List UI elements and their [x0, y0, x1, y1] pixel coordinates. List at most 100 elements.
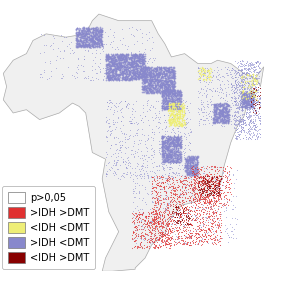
Point	[136, 222, 140, 227]
Point	[117, 53, 122, 58]
Point	[176, 141, 181, 145]
Point	[162, 157, 167, 162]
Point	[247, 99, 252, 103]
Point	[236, 121, 240, 125]
Point	[107, 55, 112, 59]
Point	[122, 76, 127, 80]
Point	[131, 219, 136, 224]
Point	[176, 91, 181, 96]
Point	[254, 123, 259, 128]
Point	[189, 164, 194, 168]
Point	[197, 197, 202, 202]
Point	[244, 105, 249, 110]
Point	[162, 84, 167, 89]
Point	[134, 60, 139, 65]
Point	[125, 52, 130, 57]
Point	[177, 226, 182, 230]
Point	[202, 184, 207, 188]
Point	[168, 78, 172, 82]
Point	[200, 215, 205, 219]
Point	[159, 83, 164, 87]
Point	[180, 111, 184, 116]
Point	[190, 160, 195, 165]
Point	[238, 81, 243, 85]
Point	[256, 69, 261, 73]
Point	[220, 111, 225, 116]
Point	[135, 71, 140, 76]
Point	[133, 52, 137, 57]
Point	[249, 91, 254, 96]
Point	[144, 232, 148, 236]
Point	[231, 185, 236, 190]
Point	[182, 120, 187, 124]
Point	[232, 99, 237, 103]
Point	[161, 66, 166, 70]
Point	[126, 54, 131, 59]
Point	[153, 210, 158, 215]
Point	[230, 84, 235, 89]
Point	[179, 191, 184, 195]
Point	[160, 93, 164, 98]
Point	[137, 169, 142, 173]
Point	[166, 90, 171, 94]
Point	[159, 89, 164, 93]
Point	[183, 168, 188, 173]
Point	[178, 111, 183, 116]
Point	[253, 109, 258, 114]
Point	[88, 43, 93, 47]
Point	[117, 58, 122, 63]
Point	[209, 203, 214, 208]
Point	[177, 219, 182, 224]
Point	[83, 39, 88, 44]
Point	[181, 210, 185, 215]
Point	[176, 208, 180, 213]
Point	[243, 103, 248, 108]
Point	[225, 65, 230, 69]
Point	[209, 123, 214, 127]
Point	[152, 76, 156, 80]
Point	[164, 158, 168, 163]
Point	[164, 79, 169, 84]
Point	[241, 70, 246, 75]
Point	[142, 71, 146, 75]
Point	[174, 122, 179, 127]
Point	[141, 86, 146, 91]
Point	[237, 129, 242, 133]
Point	[146, 214, 151, 219]
Point	[140, 79, 145, 84]
Point	[205, 174, 210, 179]
Point	[218, 102, 223, 107]
Point	[157, 76, 162, 81]
Point	[141, 74, 146, 78]
Point	[240, 77, 245, 81]
Point	[224, 110, 229, 115]
Point	[163, 78, 168, 83]
Point	[77, 39, 82, 44]
Point	[178, 139, 183, 144]
Point	[149, 229, 154, 234]
Point	[81, 30, 86, 35]
Point	[173, 144, 178, 149]
Point	[134, 65, 138, 69]
Point	[212, 111, 217, 116]
Point	[216, 118, 220, 123]
Point	[185, 232, 190, 236]
Point	[170, 158, 175, 163]
Point	[215, 86, 220, 91]
Point	[79, 38, 84, 42]
Point	[166, 147, 171, 152]
Point	[158, 91, 163, 95]
Point	[167, 107, 172, 112]
Point	[150, 86, 155, 91]
Point	[203, 206, 208, 210]
Point	[133, 216, 137, 220]
Point	[167, 155, 172, 160]
Point	[135, 220, 140, 224]
Point	[184, 116, 189, 120]
Point	[170, 202, 175, 207]
Point	[116, 76, 121, 80]
Point	[128, 114, 133, 119]
Point	[127, 63, 132, 67]
Point	[159, 152, 164, 157]
Point	[244, 105, 249, 110]
